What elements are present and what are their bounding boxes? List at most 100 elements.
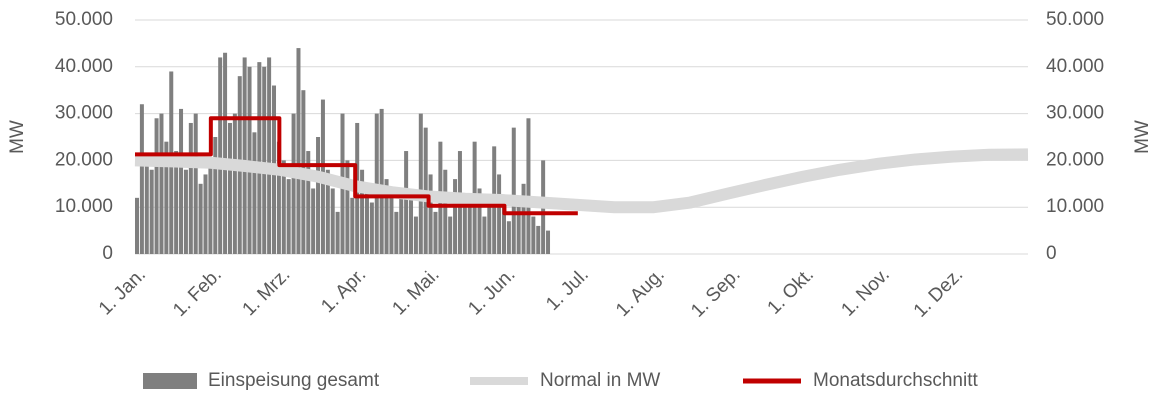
y-tick-label: 0 xyxy=(102,243,113,264)
x-tick-label: 1. Okt. xyxy=(764,264,818,318)
bar xyxy=(311,188,316,254)
bar xyxy=(511,127,516,254)
bar xyxy=(335,211,340,254)
bar xyxy=(218,57,223,254)
bar xyxy=(477,188,482,254)
x-tick-label: 1. Jul. xyxy=(542,264,593,315)
bar xyxy=(281,160,286,254)
bar xyxy=(521,183,526,254)
y-axis-label: MW xyxy=(7,120,28,154)
bar xyxy=(203,174,208,254)
bar xyxy=(418,113,423,254)
bar xyxy=(487,202,492,254)
y2-tick-label: 10.000 xyxy=(1046,196,1104,217)
bar xyxy=(536,225,541,254)
bar xyxy=(213,137,218,254)
bar xyxy=(149,169,154,254)
bar xyxy=(179,108,184,254)
legend-label: Einspeisung gesamt xyxy=(208,370,380,391)
bar xyxy=(227,122,232,255)
x-tick-label: 1. Jun. xyxy=(464,264,519,319)
bar xyxy=(154,118,159,254)
bar xyxy=(462,207,467,254)
y2-tick-label: 40.000 xyxy=(1046,56,1104,77)
bar xyxy=(526,118,531,254)
bar xyxy=(497,174,502,254)
bar xyxy=(467,193,472,254)
bar xyxy=(433,211,438,254)
y-tick-label: 40.000 xyxy=(55,56,113,77)
bar xyxy=(394,211,399,254)
y2-tick-label: 20.000 xyxy=(1046,149,1104,170)
bar xyxy=(306,151,311,254)
bar xyxy=(330,188,335,254)
bar xyxy=(174,151,179,254)
bar xyxy=(448,216,453,254)
x-tick-label: 1. Nov. xyxy=(837,264,893,320)
bar xyxy=(506,221,511,254)
x-tick-label: 1. Feb. xyxy=(169,264,226,321)
bar xyxy=(409,197,414,254)
bar xyxy=(345,160,350,254)
bar xyxy=(242,57,247,254)
bar xyxy=(531,216,536,254)
legend-label: Normal in MW xyxy=(540,370,660,391)
bar xyxy=(135,197,139,254)
bar xyxy=(360,169,365,254)
y-tick-label: 20.000 xyxy=(55,149,113,170)
bar xyxy=(404,151,409,254)
bar xyxy=(223,52,228,255)
bar xyxy=(296,48,301,254)
bar xyxy=(413,216,418,254)
x-tick-label: 1. Sep. xyxy=(687,264,744,321)
bar xyxy=(350,197,355,254)
x-tick-label: 1. Aug. xyxy=(612,264,669,321)
bar xyxy=(482,216,487,254)
bar xyxy=(546,230,551,254)
bar xyxy=(428,174,433,254)
bar xyxy=(193,113,198,254)
y-tick-label: 10.000 xyxy=(55,196,113,217)
bar xyxy=(252,132,257,254)
bar xyxy=(399,188,404,254)
bar xyxy=(276,141,281,254)
x-tick-label: 1. Mai. xyxy=(388,264,443,319)
bar xyxy=(501,207,506,254)
bar xyxy=(247,66,252,254)
bar xyxy=(453,179,458,254)
bar xyxy=(379,108,384,254)
legend-swatch xyxy=(143,373,197,389)
line-series xyxy=(134,148,1029,214)
bar xyxy=(384,179,389,254)
bar xyxy=(316,137,321,254)
y2-tick-label: 0 xyxy=(1046,243,1057,264)
bar xyxy=(286,179,291,254)
bar xyxy=(198,183,203,254)
y2-tick-label: 30.000 xyxy=(1046,103,1104,124)
bar xyxy=(262,66,267,254)
legend-label: Monatsdurchschnitt xyxy=(813,370,978,391)
y2-axis-label: MW xyxy=(1132,120,1153,154)
bar xyxy=(267,57,272,254)
bar xyxy=(291,113,296,254)
line-series xyxy=(135,116,578,216)
bar xyxy=(232,113,237,254)
y-tick-label: 50.000 xyxy=(55,9,113,30)
bar xyxy=(188,122,193,255)
bar xyxy=(443,169,448,254)
bar xyxy=(389,197,394,254)
bar xyxy=(208,160,213,254)
bar xyxy=(164,141,169,254)
bar xyxy=(257,62,262,255)
x-tick-label: 1. Dez. xyxy=(910,264,967,321)
bar xyxy=(364,193,369,254)
bar xyxy=(325,169,330,254)
x-tick-label: 1. Jan. xyxy=(95,264,150,319)
x-tick-label: 1. Apr. xyxy=(317,264,370,317)
bar xyxy=(144,160,149,254)
x-tick-label: 1. Mrz. xyxy=(239,264,295,320)
bar xyxy=(183,169,188,254)
bar xyxy=(159,113,164,254)
bar xyxy=(369,202,374,254)
